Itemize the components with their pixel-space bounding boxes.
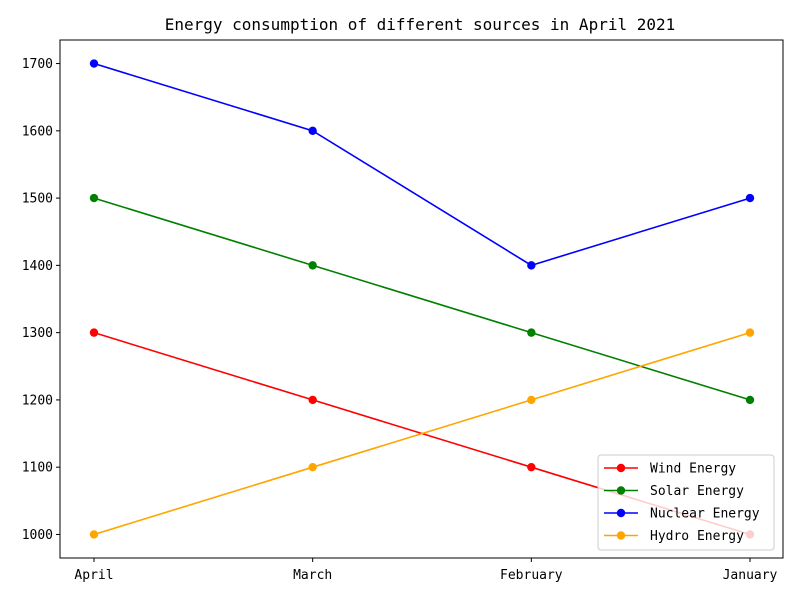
plot-frame: [59, 39, 784, 559]
y-tick-label: 1400: [22, 259, 53, 274]
data-point: [308, 395, 317, 405]
series-nuclear-energy: [89, 59, 755, 270]
data-point: [308, 261, 317, 270]
x-tick-label: January: [723, 568, 778, 583]
plot-area: [59, 39, 784, 559]
legend-item: Hydro Energy: [604, 529, 744, 544]
legend-item: Solar Energy: [604, 484, 744, 499]
data-point: [745, 193, 755, 203]
data-point: [89, 193, 99, 203]
data-point: [745, 395, 755, 405]
data-point: [308, 126, 317, 136]
data-point: [527, 261, 536, 270]
series-hydro-energy: [89, 328, 755, 539]
legend-label: Nuclear Energy: [650, 507, 760, 522]
y-tick-label: 1000: [22, 528, 53, 543]
legend-item: Nuclear Energy: [604, 507, 760, 522]
legend: Wind Energy Solar Energy Nuclear Energy Hyd…: [597, 454, 775, 551]
x-tick-label: February: [500, 568, 563, 583]
legend-marker: [616, 531, 626, 540]
chart-title: Energy consumption of different sources …: [165, 15, 676, 34]
legend-marker: [616, 463, 626, 473]
data-point: [527, 462, 536, 472]
x-tick-label: April: [74, 568, 113, 583]
legend-label: Hydro Energy: [650, 529, 744, 544]
legend-box: [597, 454, 775, 551]
data-point: [89, 59, 99, 68]
y-axis: 1000 1100 1200 1300 1400 1500 1600 1700: [22, 57, 60, 543]
series-solar-energy: [89, 193, 755, 405]
data-point: [527, 328, 536, 337]
x-tick-label: March: [293, 568, 332, 583]
data-point: [89, 328, 99, 337]
series-layer: [89, 59, 755, 539]
y-tick-label: 1200: [22, 393, 53, 408]
data-point: [89, 530, 99, 539]
legend-label: Solar Energy: [650, 484, 744, 499]
legend-item: Wind Energy: [604, 462, 736, 477]
x-axis: April March February January: [74, 558, 778, 583]
y-tick-label: 1600: [22, 124, 53, 139]
y-tick-label: 1100: [22, 461, 53, 476]
legend-marker: [616, 486, 626, 495]
series-line: [93, 62, 751, 267]
data-point: [308, 462, 317, 472]
series-line: [93, 331, 751, 536]
data-point: [745, 328, 755, 337]
data-point: [527, 395, 536, 405]
y-tick-label: 1300: [22, 326, 53, 341]
y-tick-label: 1700: [22, 57, 53, 72]
legend-marker: [616, 508, 626, 518]
legend-label: Wind Energy: [650, 462, 736, 477]
y-tick-label: 1500: [22, 192, 53, 207]
